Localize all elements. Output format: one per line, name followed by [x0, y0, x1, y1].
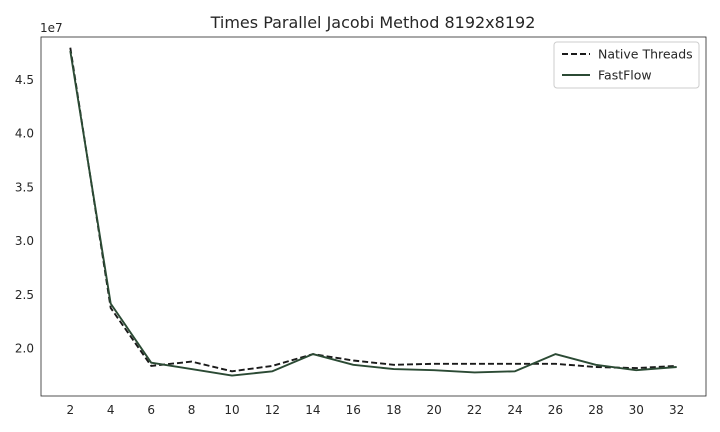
y-tick-label: 4.5 — [15, 73, 34, 87]
x-axis: 2 4 6 8 10 12 14 16 18 20 22 24 26 28 30 32 — [66, 403, 684, 417]
plot-area — [40, 36, 707, 397]
x-tick-label: 22 — [467, 403, 482, 417]
x-tick-label: 30 — [629, 403, 644, 417]
y-tick-label: 3.0 — [15, 234, 34, 248]
legend-label: Native Threads — [598, 47, 693, 62]
x-tick-label: 26 — [548, 403, 563, 417]
series-layer — [69, 47, 677, 377]
x-tick-label: 2 — [66, 403, 74, 417]
legend-frame — [553, 41, 700, 89]
y-tick-label: 3.5 — [15, 180, 34, 194]
x-tick-label: 4 — [107, 403, 115, 417]
x-tick-label: 24 — [507, 403, 522, 417]
x-tick-label: 14 — [305, 403, 320, 417]
y-tick-label: 2.5 — [15, 288, 34, 302]
legend: Native Threads FastFlow — [553, 41, 700, 89]
x-tick-label: 12 — [265, 403, 280, 417]
x-tick-label: 32 — [669, 403, 684, 417]
y-tick-label: 2.0 — [15, 342, 34, 356]
x-tick-label: 28 — [588, 403, 603, 417]
chart-title: Times Parallel Jacobi Method 8192x8192 — [210, 13, 536, 32]
series-line-fastflow — [69, 50, 677, 377]
x-tick-label: 18 — [386, 403, 401, 417]
x-tick-label: 6 — [147, 403, 155, 417]
legend-label: FastFlow — [598, 68, 652, 83]
x-tick-label: 8 — [188, 403, 196, 417]
series-line-native-threads — [69, 47, 677, 373]
y-tick-label: 4.0 — [15, 127, 34, 141]
y-axis: 2.0 2.5 3.0 3.5 4.0 4.5 — [15, 73, 34, 356]
x-tick-label: 10 — [224, 403, 239, 417]
x-tick-label: 20 — [426, 403, 441, 417]
y-axis-offset-label: 1e7 — [40, 21, 63, 35]
x-tick-label: 16 — [346, 403, 361, 417]
